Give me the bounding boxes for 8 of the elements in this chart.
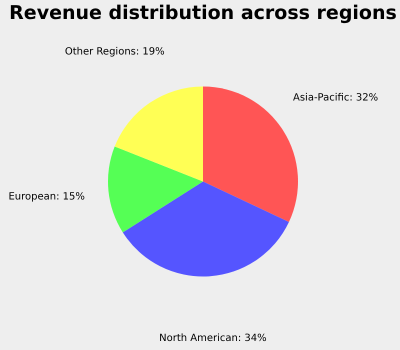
pie-slice	[122, 182, 289, 276]
slice-label: North American: 34%	[159, 333, 267, 344]
slice-label: Other Regions: 19%	[64, 46, 165, 58]
slice-label: Asia-Pacific: 32%	[292, 92, 378, 104]
pie-slice	[114, 86, 203, 182]
slice-label: European: 15%	[8, 191, 85, 202]
pie-slice	[108, 146, 203, 232]
chart-title: Revenue distribution across regions	[9, 2, 397, 24]
